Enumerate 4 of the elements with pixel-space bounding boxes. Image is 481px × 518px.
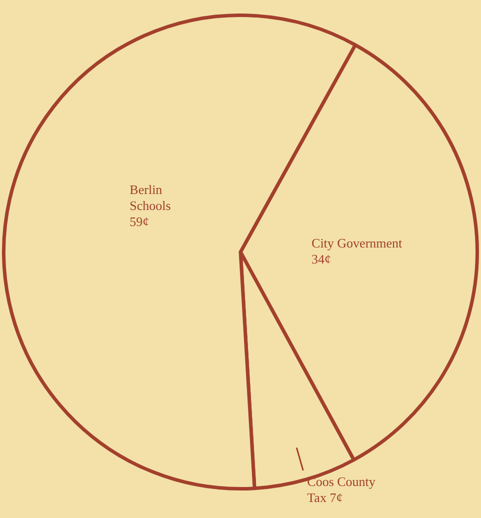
data-label: 59¢ (130, 214, 150, 230)
slice-label: Berlin Schools (130, 182, 171, 214)
data-label: 34¢ (312, 252, 332, 267)
slice-label: City Government (312, 236, 403, 251)
